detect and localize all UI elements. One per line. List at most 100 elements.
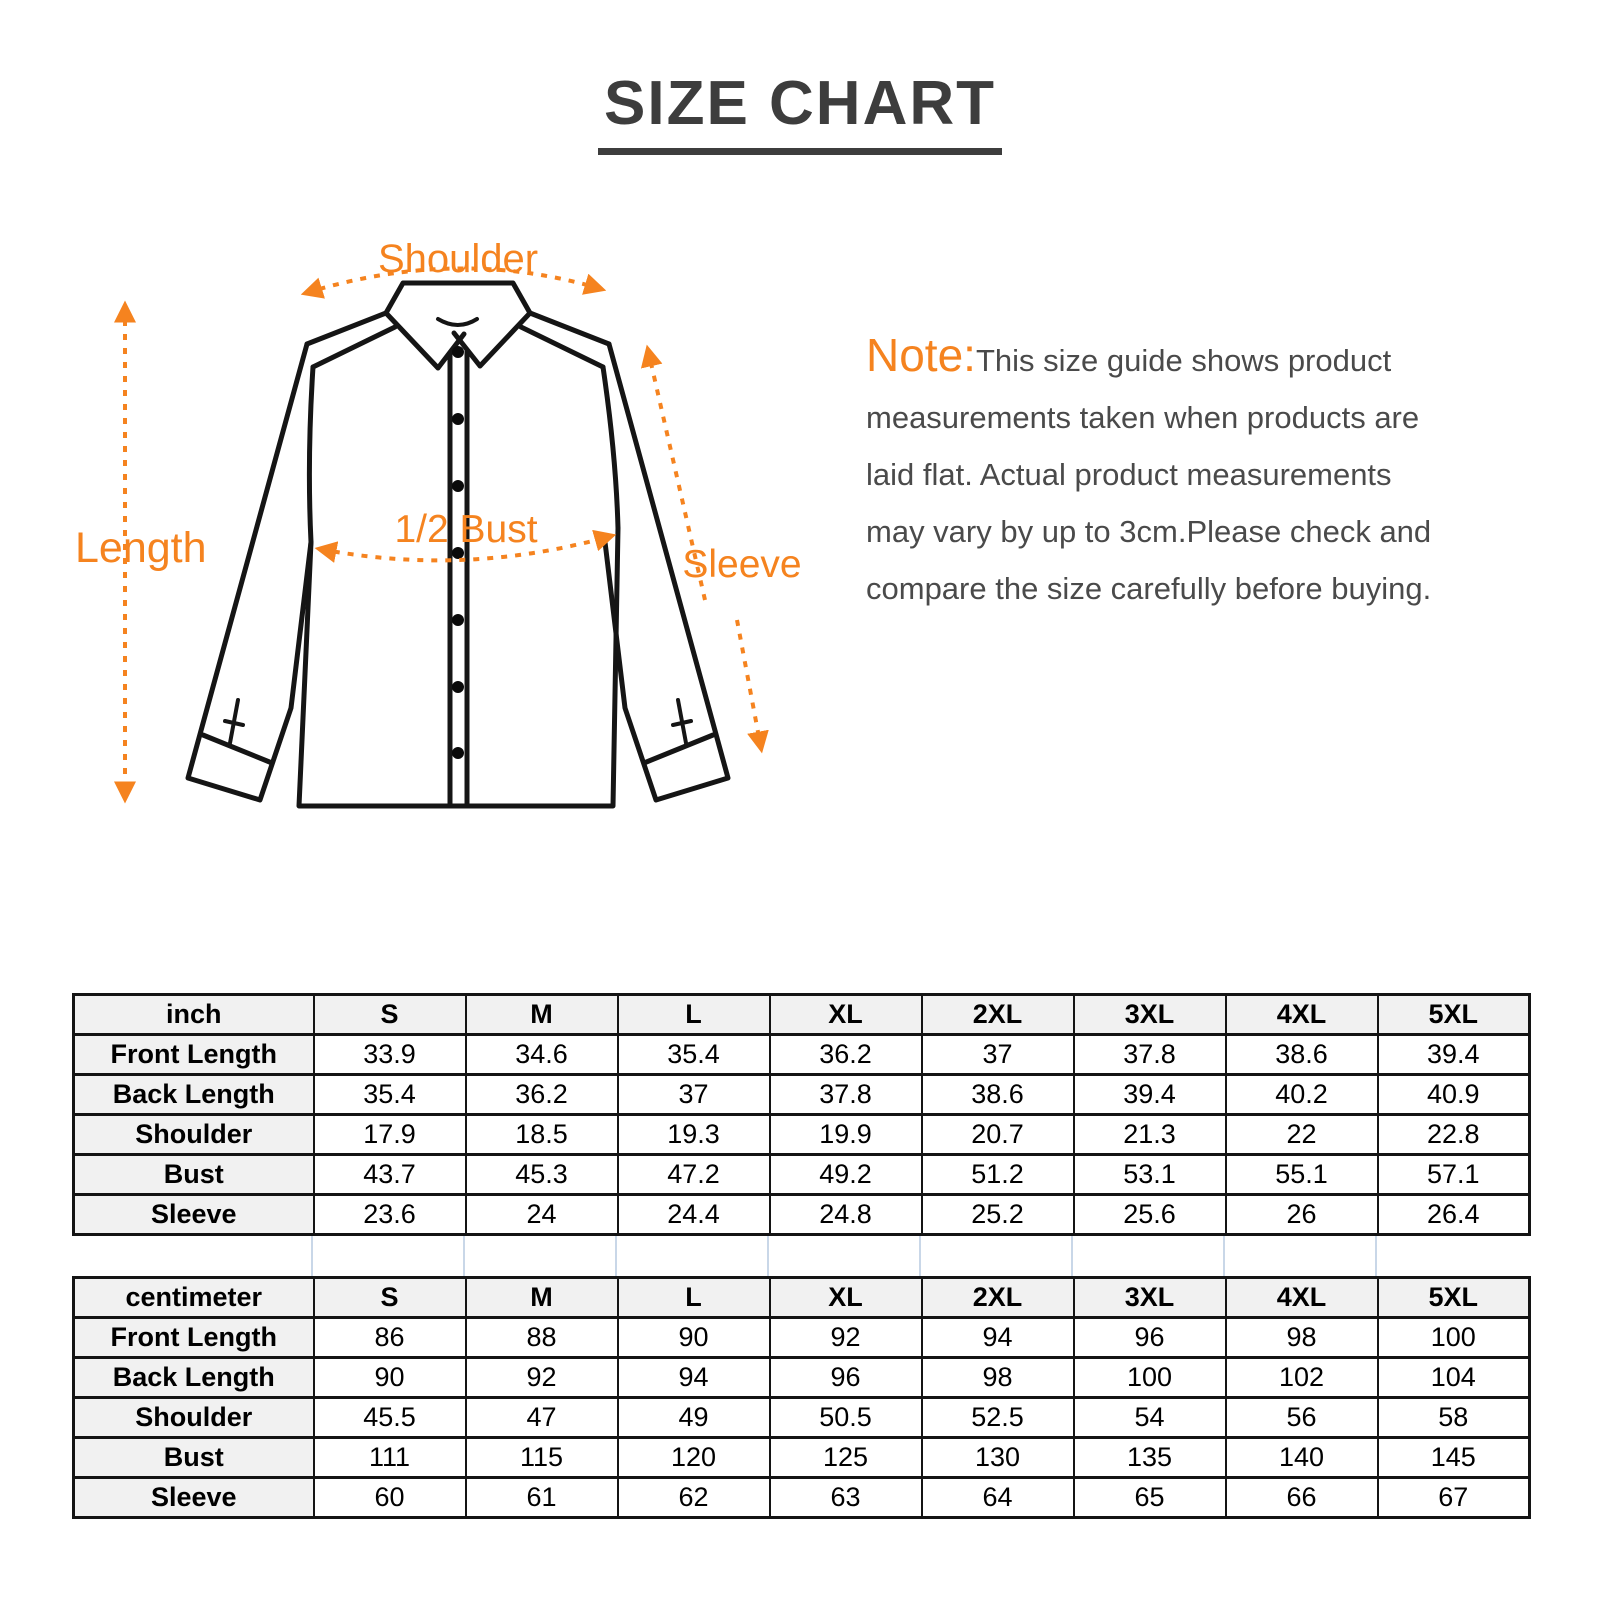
column-guide-line bbox=[463, 1236, 465, 1276]
measurement-label-cell: Shoulder bbox=[72, 1396, 315, 1439]
measurement-value-cell: 38.6 bbox=[1224, 1033, 1379, 1076]
measurement-value-cell: 66 bbox=[1224, 1476, 1379, 1519]
measurement-value-cell: 47 bbox=[464, 1396, 619, 1439]
measurement-value-cell: 49 bbox=[616, 1396, 771, 1439]
measurement-row: Back Length 35.4 36.2 37 37.8 38.6 39.4 40.2 40.… bbox=[72, 1073, 1531, 1116]
sleeve-arrow-upper bbox=[640, 344, 707, 601]
measurement-value-cell: 34.6 bbox=[464, 1033, 619, 1076]
size-header-cell: S bbox=[312, 993, 467, 1036]
measurement-value-cell: 25.2 bbox=[920, 1193, 1075, 1236]
measurement-value-cell: 130 bbox=[920, 1436, 1075, 1479]
sleeve-arrow-lower bbox=[735, 619, 769, 754]
measurement-row: Bust 43.7 45.3 47.2 49.2 51.2 53.1 55.1 57.1 bbox=[72, 1153, 1531, 1196]
note-line: may vary by up to 3cm.Please check and bbox=[866, 514, 1432, 549]
size-header-cell: S bbox=[312, 1276, 467, 1319]
shirt-placket bbox=[447, 342, 470, 809]
measurement-value-cell: 111 bbox=[312, 1436, 467, 1479]
measurement-label-cell: Shoulder bbox=[72, 1113, 315, 1156]
measurement-value-cell: 61 bbox=[464, 1476, 619, 1519]
measurement-value-cell: 22 bbox=[1224, 1113, 1379, 1156]
size-header-cell: XL bbox=[768, 1276, 923, 1319]
measurement-value-cell: 49.2 bbox=[768, 1153, 923, 1196]
measurement-value-cell: 38.6 bbox=[920, 1073, 1075, 1116]
shirt-collar-outline bbox=[383, 280, 533, 371]
measurement-value-cell: 45.5 bbox=[312, 1396, 467, 1439]
measurement-value-cell: 20.7 bbox=[920, 1113, 1075, 1156]
measurement-value-cell: 26 bbox=[1224, 1193, 1379, 1236]
measurement-value-cell: 92 bbox=[768, 1316, 923, 1359]
measurement-row: Bust 111 115 120 125 130 135 140 145 bbox=[72, 1436, 1531, 1479]
measurement-value-cell: 54 bbox=[1072, 1396, 1227, 1439]
measurement-value-cell: 96 bbox=[1072, 1316, 1227, 1359]
column-guide-line bbox=[1223, 1236, 1225, 1276]
measurement-row: Back Length 90 92 94 96 98 100 102 104 bbox=[72, 1356, 1531, 1399]
measurement-label-cell: Sleeve bbox=[72, 1476, 315, 1519]
size-header-cell: 4XL bbox=[1224, 993, 1379, 1036]
size-header-cell: 3XL bbox=[1072, 1276, 1227, 1319]
note-line: This size guide shows product bbox=[975, 343, 1392, 378]
measurement-value-cell: 37 bbox=[920, 1033, 1075, 1076]
measurement-value-cell: 60 bbox=[312, 1476, 467, 1519]
note-line: laid flat. Actual product measurements bbox=[866, 457, 1392, 492]
column-guide-line bbox=[311, 1236, 313, 1276]
measurement-row: Sleeve 23.6 24 24.4 24.8 25.2 25.6 26 26.4 bbox=[72, 1193, 1531, 1236]
measurement-value-cell: 96 bbox=[768, 1356, 923, 1399]
size-header-cell: 2XL bbox=[920, 993, 1075, 1036]
measurement-value-cell: 145 bbox=[1376, 1436, 1531, 1479]
measurement-value-cell: 52.5 bbox=[920, 1396, 1075, 1439]
measurement-row: Shoulder 17.9 18.5 19.3 19.9 20.7 21.3 22 22.8 bbox=[72, 1113, 1531, 1156]
measurement-value-cell: 63 bbox=[768, 1476, 923, 1519]
measurement-value-cell: 22.8 bbox=[1376, 1113, 1531, 1156]
measurement-value-cell: 120 bbox=[616, 1436, 771, 1479]
measurement-value-cell: 98 bbox=[920, 1356, 1075, 1399]
measurement-value-cell: 43.7 bbox=[312, 1153, 467, 1196]
measurement-value-cell: 37.8 bbox=[1072, 1033, 1227, 1076]
measurement-value-cell: 18.5 bbox=[464, 1113, 619, 1156]
length-label: Length bbox=[75, 524, 207, 572]
size-header-cell: L bbox=[616, 1276, 771, 1319]
measurement-label-cell: Front Length bbox=[72, 1316, 315, 1359]
measurement-value-cell: 58 bbox=[1376, 1396, 1531, 1439]
measurement-value-cell: 33.9 bbox=[312, 1033, 467, 1076]
measurement-row: Front Length 86 88 90 92 94 96 98 100 bbox=[72, 1316, 1531, 1359]
shirt-body bbox=[296, 364, 621, 809]
measurement-value-cell: 26.4 bbox=[1376, 1193, 1531, 1236]
measurement-value-cell: 35.4 bbox=[312, 1073, 467, 1116]
size-header-row: inch S M L XL 2XL 3XL 4XL 5XL bbox=[72, 993, 1531, 1036]
shirt-buttons bbox=[452, 346, 464, 759]
half-bust-arrow bbox=[314, 529, 617, 563]
measurement-value-cell: 47.2 bbox=[616, 1153, 771, 1196]
size-header-cell: L bbox=[616, 993, 771, 1036]
measurement-value-cell: 98 bbox=[1224, 1316, 1379, 1359]
shoulder-label: Shoulder bbox=[378, 237, 538, 281]
measurement-value-cell: 24.4 bbox=[616, 1193, 771, 1236]
measurement-value-cell: 90 bbox=[616, 1316, 771, 1359]
measurement-value-cell: 37 bbox=[616, 1073, 771, 1116]
note-line: compare the size carefully before buying… bbox=[866, 571, 1432, 606]
measurement-label-cell: Bust bbox=[72, 1436, 315, 1479]
measurement-value-cell: 51.2 bbox=[920, 1153, 1075, 1196]
measurement-value-cell: 55.1 bbox=[1224, 1153, 1379, 1196]
measurement-value-cell: 36.2 bbox=[768, 1033, 923, 1076]
measurement-label-cell: Sleeve bbox=[72, 1193, 315, 1236]
measurement-row: Shoulder 45.5 47 49 50.5 52.5 54 56 58 bbox=[72, 1396, 1531, 1439]
measurement-label-cell: Bust bbox=[72, 1153, 315, 1196]
measurement-label-cell: Front Length bbox=[72, 1033, 315, 1076]
half-bust-label: 1/2 Bust bbox=[394, 508, 537, 551]
size-header-cell: XL bbox=[768, 993, 923, 1036]
inch-size-table: inch S M L XL 2XL 3XL 4XL 5XL Front Length 33.9 34.… bbox=[72, 993, 1531, 1236]
size-header-cell: 5XL bbox=[1376, 993, 1531, 1036]
title-bar: SIZE CHART bbox=[0, 68, 1600, 155]
column-guide-line bbox=[1071, 1236, 1073, 1276]
shirt-drawing bbox=[185, 280, 731, 809]
measurement-row: Front Length 33.9 34.6 35.4 36.2 37 37.8 38.6 39… bbox=[72, 1033, 1531, 1076]
size-header-cell: M bbox=[464, 1276, 619, 1319]
measurement-value-cell: 115 bbox=[464, 1436, 619, 1479]
centimeter-size-table: centimeter S M L XL 2XL 3XL 4XL 5XL Front Length 8… bbox=[72, 1276, 1531, 1519]
measurement-value-cell: 37.8 bbox=[768, 1073, 923, 1116]
measurement-value-cell: 100 bbox=[1072, 1356, 1227, 1399]
measurement-value-cell: 102 bbox=[1224, 1356, 1379, 1399]
sleeve-label: Sleeve bbox=[682, 543, 801, 586]
measurement-value-cell: 65 bbox=[1072, 1476, 1227, 1519]
shirt-left-sleeve bbox=[185, 341, 314, 803]
